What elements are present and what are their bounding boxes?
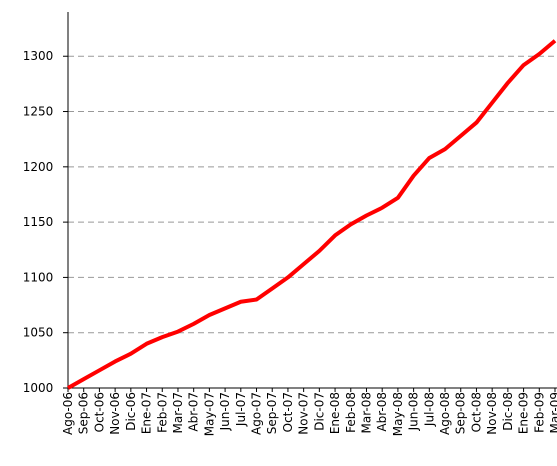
x-tick-label: Feb-08 xyxy=(344,392,358,433)
y-tick-label: 1150 xyxy=(23,215,54,229)
x-tick-label: May-07 xyxy=(202,392,216,436)
x-tick-label: Abr-08 xyxy=(375,392,389,432)
x-tick-label: Mar-09 xyxy=(548,392,557,433)
y-tick-label: 1250 xyxy=(23,105,54,119)
x-tick-label: Ene-07 xyxy=(140,392,154,434)
x-tick-label: Jul-08 xyxy=(422,392,436,427)
x-tick-label: Jul-07 xyxy=(234,392,248,427)
x-tick-label: Ago-06 xyxy=(61,392,75,435)
x-tick-label: Ago-07 xyxy=(250,392,264,435)
x-tick-label: Jun-08 xyxy=(407,392,421,431)
x-tick-label: Feb-07 xyxy=(155,392,169,433)
y-tick-label: 1000 xyxy=(23,381,54,395)
x-tick-label: Nov-06 xyxy=(108,392,122,435)
x-tick-label: Nov-08 xyxy=(485,392,499,435)
x-tick-label: Ago-08 xyxy=(438,392,452,435)
x-tick-label: Sep-07 xyxy=(265,392,279,434)
x-tick-label: Dic-08 xyxy=(501,392,515,431)
x-tick-label: Ene-08 xyxy=(328,392,342,434)
x-tick-label: Dic-07 xyxy=(312,392,326,431)
y-tick-label: 1100 xyxy=(23,270,54,284)
x-tick-label: Sep-08 xyxy=(454,392,468,434)
x-tick-label: Oct-08 xyxy=(469,392,483,432)
x-tick-label: Abr-07 xyxy=(187,392,201,432)
line xyxy=(67,39,557,390)
y-tick-label: 1300 xyxy=(23,49,54,63)
x-tick-label: Nov-07 xyxy=(297,392,311,435)
x-tick-label: Oct-06 xyxy=(92,392,106,432)
y-tick-label: 1200 xyxy=(23,160,54,174)
x-tick-label: Jun-07 xyxy=(218,392,232,431)
y-tick-label: 1050 xyxy=(23,326,54,340)
x-tick-label: Mar-08 xyxy=(359,392,373,433)
x-tick-label: Ene-09 xyxy=(517,392,531,434)
x-tick-label: Feb-09 xyxy=(532,392,546,433)
x-tick-label: May-08 xyxy=(391,392,405,436)
x-tick-label: Mar-07 xyxy=(171,392,185,433)
x-tick-label: Sep-06 xyxy=(77,392,91,434)
x-tick-label: Oct-07 xyxy=(281,392,295,432)
x-tick-label: Dic-06 xyxy=(124,392,138,431)
